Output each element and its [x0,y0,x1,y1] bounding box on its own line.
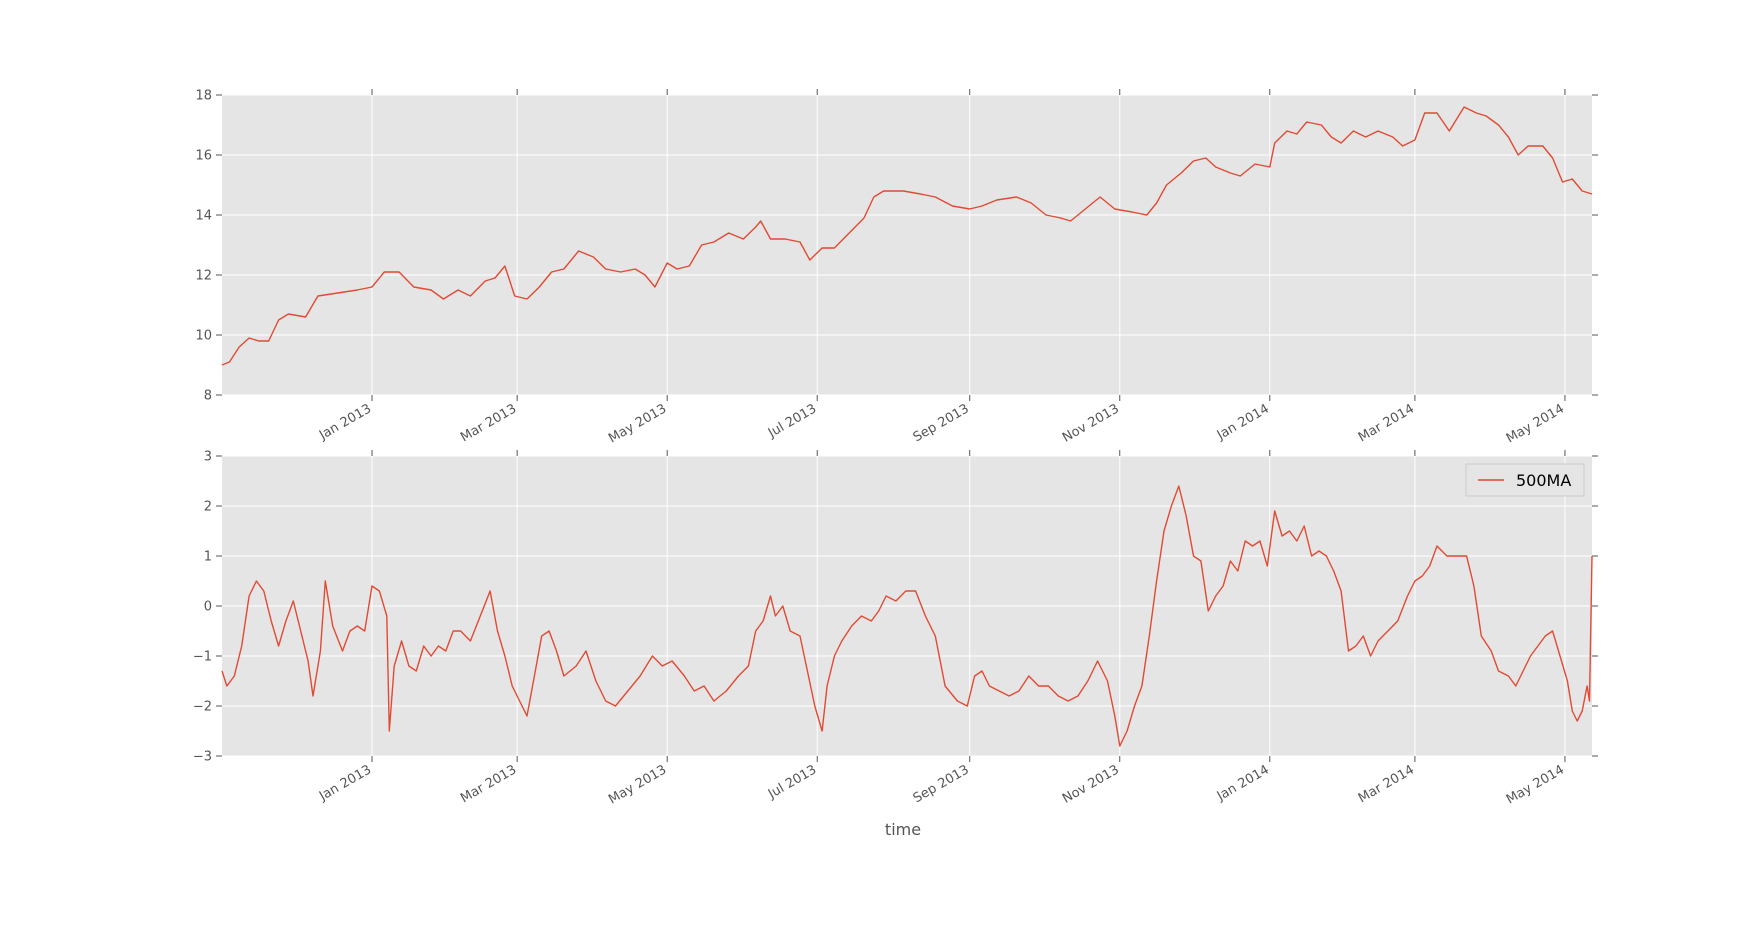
y-tick-label: 14 [195,209,212,224]
legend: 500MA [1465,463,1585,497]
y-tick-label: 1 [204,550,212,565]
x-axis-label: time [885,820,921,839]
y-tick-label: 2 [204,500,212,515]
y-tick-label: 3 [204,450,212,465]
y-tick-label: −2 [193,700,212,715]
y-tick-label: 12 [195,269,212,284]
y-tick-label: −1 [193,650,212,665]
y-tick-label: 0 [204,600,212,615]
legend-box [1465,463,1585,497]
y-tick-label: 8 [204,389,212,404]
y-tick-label: 18 [195,89,212,104]
y-tick-label: 10 [195,329,212,344]
series-line-500ma [221,485,1593,747]
plot-area [222,95,1592,395]
y-tick-label: −3 [193,750,212,765]
series-line [221,106,1593,366]
legend-label: 500MA [1516,471,1571,490]
y-tick-label: 16 [195,149,212,164]
